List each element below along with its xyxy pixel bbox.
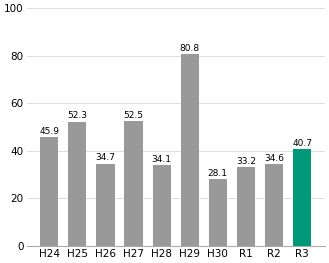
Text: 28.1: 28.1 <box>208 169 228 178</box>
Bar <box>68 122 87 246</box>
Text: 52.5: 52.5 <box>124 111 143 120</box>
Text: 33.2: 33.2 <box>236 157 256 166</box>
Bar <box>40 137 58 246</box>
Text: 52.3: 52.3 <box>67 112 88 120</box>
Bar <box>209 179 227 246</box>
Bar <box>153 165 171 246</box>
Bar <box>237 167 255 246</box>
Text: 34.1: 34.1 <box>152 155 172 164</box>
Bar <box>293 149 311 246</box>
Text: 34.7: 34.7 <box>95 153 115 162</box>
Bar <box>265 164 283 246</box>
Text: 45.9: 45.9 <box>39 127 59 136</box>
Text: 80.8: 80.8 <box>180 44 200 53</box>
Bar <box>181 54 199 246</box>
Text: 40.7: 40.7 <box>292 139 312 148</box>
Bar <box>124 121 143 246</box>
Text: 34.6: 34.6 <box>264 154 284 163</box>
Bar <box>96 164 114 246</box>
